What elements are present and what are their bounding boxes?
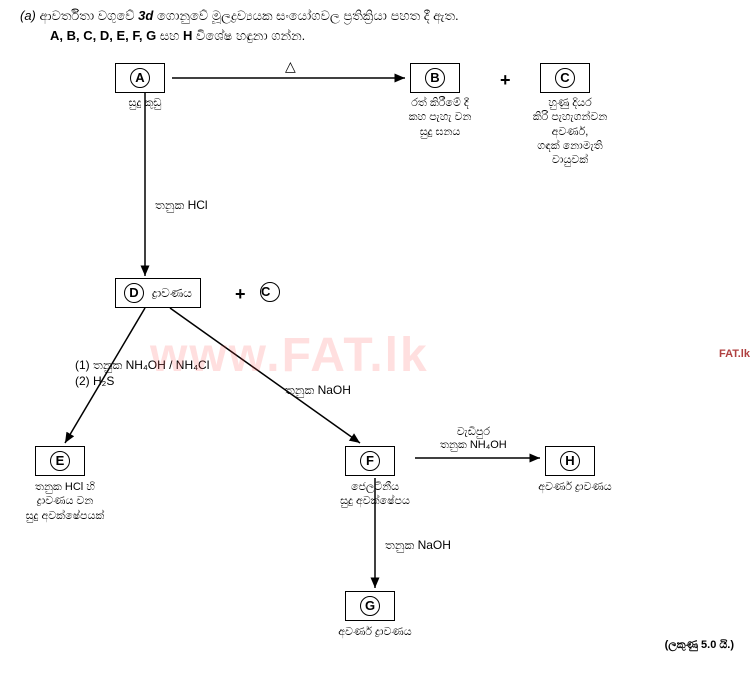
plus-bc: + [500, 70, 511, 91]
heat-symbol: △ [285, 58, 296, 75]
node-e-letter: E [50, 451, 70, 471]
node-d: D ද්‍රාවණය [115, 278, 201, 308]
letter-h: H [183, 28, 192, 43]
h1-prefix: ආවර්තිතා වගුවේ [40, 8, 135, 23]
h2-rest: විශේෂ හඳුනා ගන්න. [196, 28, 305, 43]
node-h-desc: අවර්ණ ද්‍රාවණය [530, 480, 620, 494]
node-b: B [410, 63, 460, 93]
node-h: H [545, 446, 595, 476]
naoh1-label: තනුක NaOH [285, 383, 351, 398]
node-c: C [540, 63, 590, 93]
node-f: F [345, 446, 395, 476]
header-line-2: A, B, C, D, E, F, G සහ H විශේෂ හඳුනා ගන්… [50, 28, 734, 44]
node-a-letter: A [130, 68, 150, 88]
node-g-letter: G [360, 596, 380, 616]
node-e-desc: තනුක HCl හි ද්‍රාවණය වන සුදු අවක්ෂේපයක් [10, 480, 120, 523]
node-h-letter: H [560, 451, 580, 471]
node-c-letter: C [555, 68, 575, 88]
node-b-letter: B [425, 68, 445, 88]
node-d-letter: D [124, 283, 144, 303]
node-d-desc: ද්‍රාවණය [152, 286, 192, 300]
h1-mid: 3d [138, 8, 153, 23]
node-c-desc: හුණු දියර කිරි පැහැගන්වන අවර්ණ, ගඳක් නොම… [520, 96, 620, 167]
reagent1-label: (1) තනුක NH₄OH / NH₄Cl [75, 358, 209, 373]
letters-list: A, B, C, D, E, F, G [50, 28, 156, 43]
node-c-ref: C [260, 282, 280, 302]
nh4oh-label: වැඩිපුර තනුක NH₄OH [440, 426, 507, 452]
side-watermark: FAT.lk [719, 348, 750, 360]
plus-dc: + [235, 284, 246, 305]
reaction-diagram: A සුදු කුඩු △ B රත් කිරීමේ දී කහ පැහැ වන… [0, 48, 754, 648]
node-a: A [115, 63, 165, 93]
node-e: E [35, 446, 85, 476]
node-g-desc: අවර්ණ ද්‍රාවණය [330, 625, 420, 639]
question-header: (a) ආවර්තිතා වගුවේ 3d ගොනුවේ මූලද්‍රව්‍ය… [0, 0, 754, 48]
node-b-desc: රත් කිරීමේ දී කහ පැහැ වන සුදු ඝනය [395, 96, 485, 139]
node-c-ref-letter: C [260, 282, 280, 302]
h2-mid: සහ [160, 28, 180, 43]
reagent2-label: (2) H₂S [75, 374, 114, 388]
node-f-letter: F [360, 451, 380, 471]
header-line-1: (a) ආවර්තිතා වගුවේ 3d ගොනුවේ මූලද්‍රව්‍ය… [20, 8, 734, 24]
watermark-text: www.FAT.lk [150, 328, 429, 383]
hcl-label: තනුක HCl [155, 198, 208, 213]
marks-footer: (ලකුණු 5.0 යි.) [665, 639, 734, 652]
h1-suffix: ගොනුවේ මූලද්‍රව්‍යයක සංයෝගවල ප්‍රතික්‍රි… [157, 8, 459, 23]
part-label: (a) [20, 8, 36, 23]
naoh2-label: තනුක NaOH [385, 538, 451, 553]
node-g: G [345, 591, 395, 621]
node-a-desc: සුදු කුඩු [110, 96, 180, 110]
node-f-desc: ජෙලටිනීය සුදු අවක්ෂේපය [330, 480, 420, 509]
